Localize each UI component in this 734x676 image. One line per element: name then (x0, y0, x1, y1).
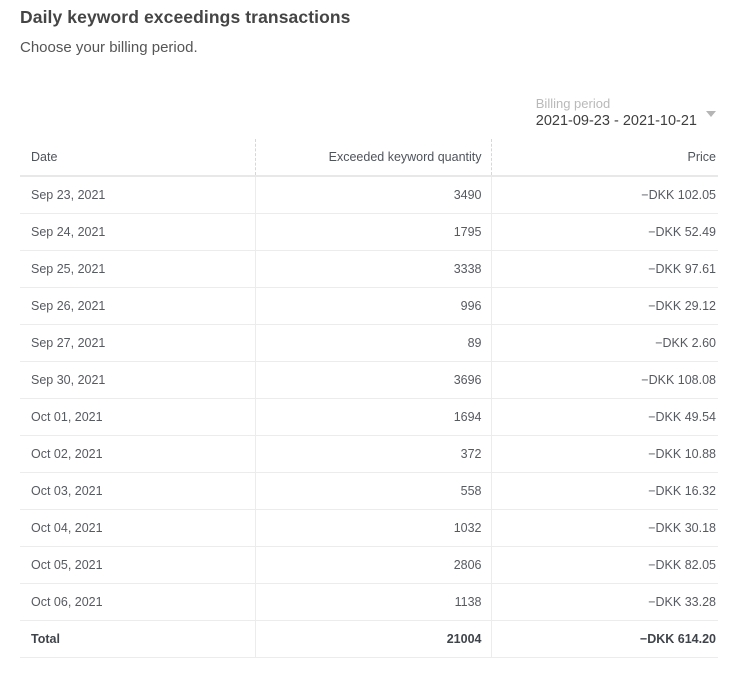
billing-period-label: Billing period (535, 96, 611, 111)
column-header-quantity: Exceeded keyword quantity (254, 139, 491, 177)
row-quantity: 3696 (254, 361, 491, 399)
row-quantity: 3490 (254, 176, 491, 214)
chevron-down-icon (706, 111, 716, 117)
row-price: −DKK 30.18 (490, 509, 718, 547)
total-quantity: 21004 (254, 619, 491, 658)
table-row: Sep 27, 2021 89 −DKK 2.60 (20, 324, 718, 362)
table-row: Sep 30, 2021 3696 −DKK 108.08 (20, 361, 718, 399)
row-date: Sep 25, 2021 (20, 250, 255, 288)
table-header: Date Exceeded keyword quantity Price (20, 139, 718, 177)
billing-period-text: Billing period 2021-09-23 - 2021-10-21 (536, 96, 697, 130)
row-date: Sep 30, 2021 (20, 361, 255, 399)
row-price: −DKK 97.61 (490, 250, 718, 288)
row-price: −DKK 33.28 (490, 583, 718, 621)
table-row: Sep 23, 2021 3490 −DKK 102.05 (20, 176, 718, 214)
billing-period-select[interactable]: Billing period 2021-09-23 - 2021-10-21 (536, 96, 716, 130)
row-date: Sep 23, 2021 (20, 176, 255, 214)
table-row: Oct 02, 2021 372 −DKK 10.88 (20, 435, 718, 473)
table-row: Sep 26, 2021 996 −DKK 29.12 (20, 287, 718, 325)
row-date: Sep 24, 2021 (20, 213, 255, 251)
row-date: Oct 06, 2021 (20, 583, 255, 621)
table-row: Sep 24, 2021 1795 −DKK 52.49 (20, 213, 718, 251)
total-row: Total 21004 −DKK 614.20 (20, 619, 718, 658)
billing-period-row: Billing period 2021-09-23 - 2021-10-21 (0, 96, 716, 130)
row-date: Sep 26, 2021 (20, 287, 255, 325)
row-price: −DKK 16.32 (490, 472, 718, 510)
row-quantity: 1032 (254, 509, 491, 547)
table-row: Oct 03, 2021 558 −DKK 16.32 (20, 472, 718, 510)
row-price: −DKK 82.05 (490, 546, 718, 584)
row-price: −DKK 29.12 (490, 287, 718, 325)
page-title: Daily keyword exceedings transactions (20, 7, 351, 27)
row-price: −DKK 10.88 (490, 435, 718, 473)
table-row: Oct 01, 2021 1694 −DKK 49.54 (20, 398, 718, 436)
billing-period-value: 2021-09-23 - 2021-10-21 (535, 113, 697, 129)
row-date: Oct 01, 2021 (20, 398, 255, 436)
row-price: −DKK 2.60 (490, 324, 718, 362)
row-quantity: 3338 (254, 250, 491, 288)
total-label: Total (20, 619, 255, 658)
row-quantity: 1795 (254, 213, 491, 251)
table-row: Oct 06, 2021 1138 −DKK 33.28 (20, 583, 718, 621)
table-row: Oct 05, 2021 2806 −DKK 82.05 (20, 546, 718, 584)
table-row: Oct 04, 2021 1032 −DKK 30.18 (20, 509, 718, 547)
row-quantity: 2806 (254, 546, 491, 584)
column-header-date: Date (20, 139, 255, 177)
total-price: −DKK 614.20 (490, 619, 718, 658)
page-subtitle: Choose your billing period. (20, 39, 198, 56)
table-header-row: Date Exceeded keyword quantity Price (20, 139, 718, 177)
row-price: −DKK 49.54 (490, 398, 718, 436)
row-quantity: 89 (254, 324, 491, 362)
row-date: Oct 04, 2021 (20, 509, 255, 547)
table-body: Sep 23, 2021 3490 −DKK 102.05 Sep 24, 20… (20, 176, 718, 621)
row-date: Sep 27, 2021 (20, 324, 255, 362)
row-date: Oct 05, 2021 (20, 546, 255, 584)
table-row: Sep 25, 2021 3338 −DKK 97.61 (20, 250, 718, 288)
row-quantity: 1694 (254, 398, 491, 436)
row-price: −DKK 102.05 (490, 176, 718, 214)
row-date: Oct 02, 2021 (20, 435, 255, 473)
row-price: −DKK 108.08 (490, 361, 718, 399)
row-quantity: 1138 (254, 583, 491, 621)
row-quantity: 558 (254, 472, 491, 510)
column-header-price: Price (490, 139, 718, 177)
row-quantity: 372 (254, 435, 491, 473)
table-footer: Total 21004 −DKK 614.20 (20, 619, 718, 658)
row-quantity: 996 (254, 287, 491, 325)
transactions-table: Date Exceeded keyword quantity Price Sep… (20, 139, 718, 658)
row-date: Oct 03, 2021 (20, 472, 255, 510)
row-price: −DKK 52.49 (490, 213, 718, 251)
